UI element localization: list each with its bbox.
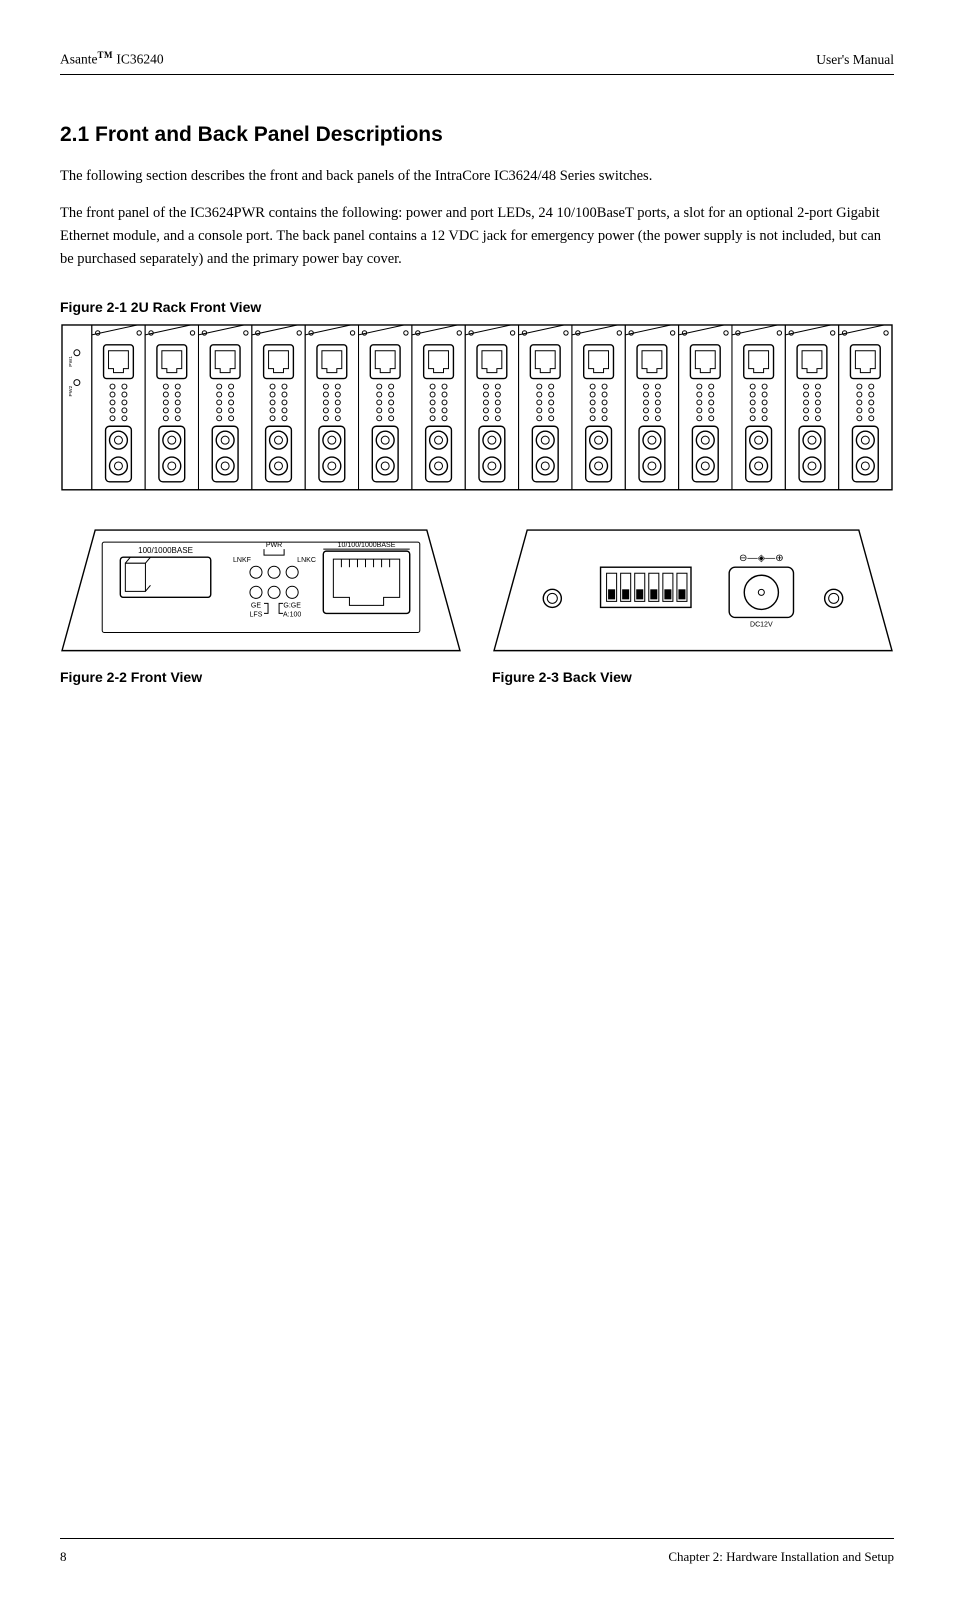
figure-3-caption: Figure 2-3 Back View	[492, 669, 894, 685]
rack-diagram: PW1 PW2	[60, 323, 894, 492]
svg-text:PW1: PW1	[68, 356, 74, 367]
svg-text:⊖—◈—⊕: ⊖—◈—⊕	[739, 553, 784, 564]
page-header: AsanteTM IC36240 User's Manual	[60, 50, 894, 75]
figure-1-caption: Figure 2-1 2U Rack Front View	[60, 299, 894, 315]
svg-text:10/100/1000BASE: 10/100/1000BASE	[338, 542, 396, 549]
svg-text:PWR: PWR	[266, 542, 282, 549]
page-footer: 8 Chapter 2: Hardware Installation and S…	[60, 1538, 894, 1565]
header-brand: Asante	[60, 52, 98, 67]
svg-text:LFS: LFS	[250, 611, 263, 618]
header-model: IC36240	[113, 52, 164, 67]
body-text: The following section describes the fron…	[60, 165, 894, 272]
svg-text:DC12V: DC12V	[750, 622, 773, 629]
svg-text:A:100: A:100	[283, 611, 301, 618]
tm-mark: TM	[98, 50, 114, 60]
header-right: User's Manual	[816, 52, 894, 68]
front-view-diagram: 100/1000BASE PWR LNKF LNKC	[60, 525, 462, 656]
page-number: 8	[60, 1549, 67, 1565]
sfp-label: 100/1000BASE	[138, 546, 193, 555]
paragraph-2: The front panel of the IC3624PWR contain…	[60, 202, 894, 272]
footer-chapter: Chapter 2: Hardware Installation and Set…	[668, 1549, 894, 1565]
svg-text:LNKF: LNKF	[233, 557, 251, 564]
svg-text:GE: GE	[251, 602, 261, 609]
paragraph-1: The following section describes the fron…	[60, 165, 894, 188]
section-title: 2.1 Front and Back Panel Descriptions	[60, 123, 894, 147]
figure-2-caption: Figure 2-2 Front View	[60, 669, 462, 685]
svg-text:G:GE: G:GE	[283, 602, 301, 609]
back-view-diagram: ⊖—◈—⊕ DC12V	[492, 525, 894, 656]
header-left: AsanteTM IC36240	[60, 50, 164, 68]
svg-text:LNKC: LNKC	[297, 557, 316, 564]
svg-text:PW2: PW2	[68, 386, 74, 397]
